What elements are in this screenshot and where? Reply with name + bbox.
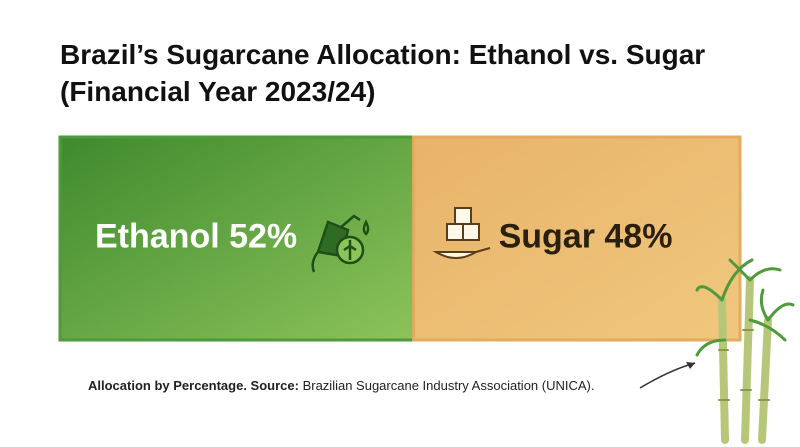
arrow	[639, 362, 696, 389]
value-label: Sugar 48%	[499, 217, 673, 255]
chart-title: Brazil’s Sugarcane Allocation: Ethanol v…	[60, 39, 706, 107]
arrow-head	[686, 362, 695, 369]
caption-label: Allocation by Percentage. Source:	[88, 378, 299, 393]
caption: Allocation by Percentage. Source: Brazil…	[88, 378, 594, 393]
sugar-icon	[432, 207, 491, 259]
sugarcane	[695, 258, 795, 444]
value-label: Ethanol 52%	[95, 217, 297, 255]
fuel-icon	[311, 214, 370, 273]
caption-text: Brazilian Sugarcane Industry Association…	[302, 378, 595, 393]
